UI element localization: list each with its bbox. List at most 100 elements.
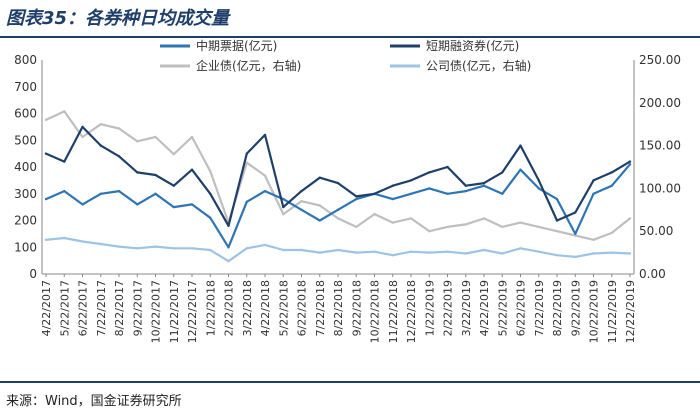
x-tick-label: 11/22/2017: [168, 280, 181, 343]
x-tick-label: 1/22/2019: [423, 280, 436, 336]
data-point: [117, 189, 121, 193]
legend: 中期票据(亿元) 短期融资券(亿元) 企业债(亿元，右轴) 公司债(亿元，右轴): [160, 38, 531, 73]
data-point: [300, 208, 303, 211]
x-tick-label: 4/22/2017: [40, 280, 53, 336]
y-right-tick-label: 100.00: [639, 181, 681, 195]
data-point: [592, 238, 595, 241]
x-tick-label: 5/22/2018: [277, 280, 290, 336]
data-point: [555, 230, 559, 233]
x-tick-label: 10/22/2018: [369, 280, 382, 343]
y-right-tick-label: 50.00: [639, 224, 673, 238]
data-point: [117, 245, 121, 248]
data-point: [190, 247, 194, 250]
data-point: [81, 240, 84, 243]
data-point: [245, 200, 248, 203]
data-point: [190, 203, 194, 206]
data-point: [172, 153, 175, 156]
data-point: [282, 205, 285, 209]
data-point: [555, 197, 559, 201]
data-point: [227, 246, 230, 249]
data-point: [409, 192, 413, 195]
data-point: [428, 251, 431, 254]
legend-label: 公司债(亿元，右轴): [426, 58, 531, 73]
series-line: [45, 110, 631, 241]
data-point: [209, 248, 212, 252]
data-point: [81, 125, 84, 129]
axes: 0 100 200 300 400 500 600 700 800 0.00 50.00 100.00…: [14, 53, 681, 343]
data-point: [391, 221, 394, 224]
data-point: [592, 252, 595, 255]
x-tick-label: 12/22/2018: [405, 280, 418, 343]
data-point: [482, 184, 486, 187]
data-point: [117, 155, 121, 158]
x-tick-label: 9/22/2017: [131, 280, 144, 336]
data-point: [99, 144, 103, 147]
series-line: [45, 163, 631, 249]
data-point: [44, 118, 48, 122]
data-point: [209, 192, 212, 195]
x-tick-label: 12/22/2019: [624, 280, 637, 343]
data-point: [537, 250, 540, 253]
data-point: [282, 212, 285, 216]
x-tick-label: 9/22/2018: [350, 280, 363, 336]
y-left-tick-label: 100: [14, 240, 37, 254]
data-point: [592, 192, 595, 195]
data-point: [172, 247, 175, 250]
data-point: [154, 173, 157, 177]
data-point: [63, 189, 66, 193]
data-point: [63, 236, 66, 240]
x-tick-label: 5/22/2017: [58, 280, 71, 336]
data-point: [464, 184, 467, 187]
data-point: [537, 225, 540, 229]
y-right-tick-label: 200.00: [639, 96, 681, 110]
data-point: [519, 247, 522, 250]
data-point: [318, 204, 321, 207]
x-tick-label: 6/22/2019: [515, 280, 528, 336]
x-tick-label: 1/22/2018: [204, 280, 217, 336]
x-tick-label: 10/22/2017: [150, 280, 163, 343]
x-tick-label: 12/22/2017: [186, 280, 199, 343]
data-point: [282, 197, 285, 201]
data-point: [154, 192, 157, 195]
data-point: [610, 251, 613, 254]
data-point: [446, 225, 449, 229]
data-point: [44, 238, 48, 241]
data-point: [263, 174, 267, 177]
data-point: [227, 260, 230, 263]
data-point: [628, 252, 632, 255]
data-point: [81, 203, 84, 206]
data-point: [446, 192, 449, 195]
data-point: [318, 176, 321, 179]
data-point: [136, 247, 139, 250]
y-right-tick-label: 0.00: [639, 267, 666, 281]
data-point: [574, 255, 577, 259]
y-left-tick-label: 300: [14, 187, 37, 201]
data-point: [355, 251, 358, 254]
x-tick-label: 7/22/2019: [533, 280, 546, 336]
data-point: [464, 252, 467, 255]
x-tick-label: 8/22/2017: [113, 280, 126, 336]
data-point: [263, 243, 267, 247]
data-point: [227, 224, 230, 227]
y-left-tick-label: 400: [14, 160, 37, 174]
title-bar: 图表35：各券种日均成交量: [0, 0, 700, 38]
data-point: [99, 123, 103, 126]
data-point: [318, 251, 321, 254]
y-right-tick-label: 250.00: [639, 53, 681, 67]
x-tick-label: 4/22/2019: [478, 280, 491, 336]
data-point: [446, 165, 449, 169]
data-point: [501, 225, 504, 229]
data-point: [391, 184, 394, 187]
data-point: [519, 221, 522, 224]
data-point: [136, 140, 139, 143]
data-point: [391, 197, 394, 201]
x-tick-label: 9/22/2019: [569, 280, 582, 336]
data-point: [190, 168, 194, 171]
x-tick-label: 7/22/2017: [95, 280, 108, 336]
x-tick-label: 10/22/2019: [588, 280, 601, 343]
data-point: [537, 179, 540, 182]
data-point: [409, 179, 413, 182]
y-left-tick-label: 200: [14, 214, 37, 228]
data-point: [190, 135, 194, 139]
data-point: [209, 216, 212, 219]
